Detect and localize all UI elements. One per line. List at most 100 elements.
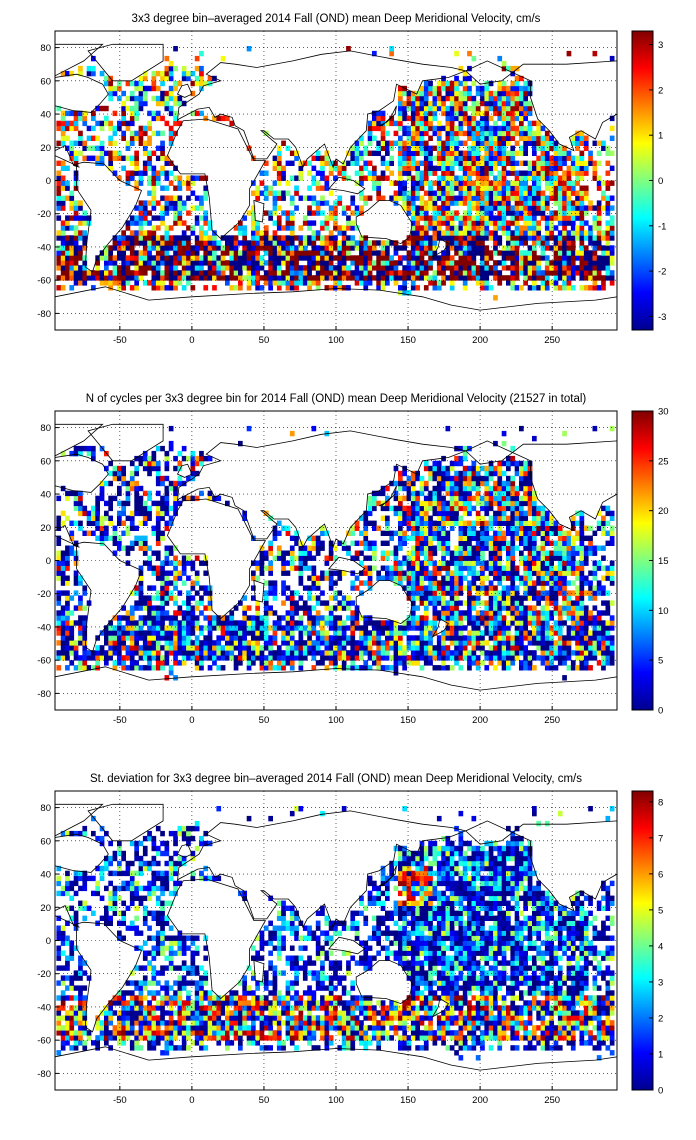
data-cell — [60, 135, 66, 141]
data-cell — [354, 265, 360, 271]
data-cell — [328, 605, 334, 611]
data-cell — [423, 220, 429, 226]
data-cell — [160, 210, 165, 216]
data-cell — [363, 280, 369, 286]
data-cell — [220, 115, 226, 122]
data-cell — [536, 165, 541, 171]
data-cell — [134, 215, 139, 221]
data-cell — [164, 575, 170, 581]
data-cell — [605, 170, 611, 176]
data-cell — [445, 165, 451, 171]
data-cell — [592, 270, 598, 276]
data-cell — [562, 200, 567, 206]
data-cell — [69, 610, 75, 616]
data-cell — [475, 245, 481, 251]
data-cell — [367, 125, 373, 132]
data-cell — [449, 130, 455, 137]
data-cell — [147, 560, 152, 566]
data-cell — [406, 560, 412, 566]
data-cell — [436, 100, 442, 107]
data-cell — [181, 570, 187, 576]
data-cell — [173, 615, 178, 621]
data-cell — [532, 215, 537, 221]
data-cell — [160, 285, 165, 291]
data-cell — [579, 230, 585, 236]
data-cell — [86, 650, 92, 656]
data-cell — [423, 240, 429, 246]
data-cell — [238, 285, 243, 291]
data-cell — [588, 285, 593, 291]
data-cell — [346, 665, 351, 671]
data-cell — [376, 620, 381, 626]
data-cell — [255, 285, 260, 291]
data-cell — [99, 255, 105, 261]
data-cell — [367, 510, 373, 517]
data-cell — [449, 260, 455, 266]
panel-title: N of cycles per 3x3 degree bin for 2014 … — [86, 393, 587, 405]
data-cell — [155, 200, 161, 206]
data-cell — [540, 190, 546, 196]
data-cell — [441, 140, 446, 146]
data-cell — [65, 640, 70, 646]
data-cell — [385, 540, 390, 546]
data-cell — [432, 275, 438, 281]
data-cell — [471, 260, 477, 266]
data-cell — [134, 170, 139, 176]
data-cell — [432, 475, 438, 482]
data-cell — [160, 100, 165, 107]
data-cell — [376, 645, 381, 651]
data-cell — [458, 165, 464, 171]
data-cell — [69, 120, 75, 127]
data-cell — [406, 480, 412, 487]
data-cell — [497, 205, 503, 211]
data-cell — [367, 150, 373, 156]
data-cell — [398, 160, 403, 166]
data-cell — [134, 465, 139, 472]
data-cell — [134, 280, 139, 286]
data-cell — [514, 215, 520, 221]
data-cell — [320, 170, 325, 176]
data-cell — [173, 560, 178, 566]
data-cell — [164, 240, 170, 246]
data-cell — [354, 665, 360, 671]
data-cell — [544, 220, 550, 226]
data-cell — [263, 160, 269, 166]
data-cell — [220, 275, 226, 281]
data-cell — [493, 275, 498, 281]
data-cell — [147, 190, 152, 196]
data-cell — [372, 250, 377, 256]
data-cell — [441, 660, 446, 666]
data-cell — [523, 115, 528, 122]
data-cell — [56, 245, 62, 251]
data-cell — [73, 175, 79, 181]
data-cell — [328, 540, 334, 546]
data-cell — [454, 110, 459, 117]
data-cell — [350, 210, 356, 216]
data-cell — [328, 585, 334, 591]
data-cell — [233, 265, 239, 271]
data-cell — [190, 595, 196, 601]
data-cell — [164, 525, 170, 531]
data-cell — [393, 265, 399, 271]
data-cell — [268, 565, 273, 571]
data-cell — [596, 205, 602, 211]
data-cell — [276, 150, 282, 156]
data-cell — [406, 155, 412, 161]
data-cell — [138, 460, 144, 467]
data-cell — [519, 170, 524, 176]
data-cell — [406, 565, 412, 571]
data-cell — [501, 225, 507, 231]
data-cells — [56, 46, 615, 301]
data-cell — [519, 265, 524, 271]
data-cell — [380, 125, 386, 132]
data-cell — [147, 135, 152, 141]
data-cell — [324, 605, 330, 611]
data-cell — [523, 130, 528, 137]
data-cell — [251, 635, 256, 641]
data-cell — [311, 210, 317, 216]
data-cell — [311, 275, 317, 281]
data-cell — [462, 200, 468, 206]
data-cell — [553, 185, 559, 191]
data-cell — [285, 560, 291, 566]
data-cell — [294, 255, 299, 261]
